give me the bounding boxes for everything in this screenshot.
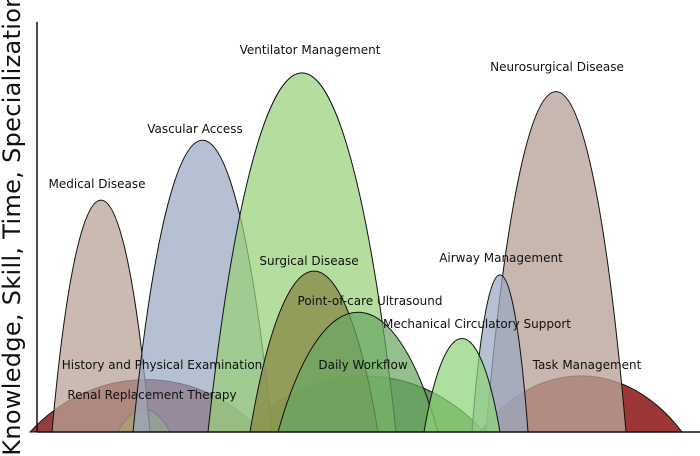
label-neurosurgical-disease: Neurosurgical Disease <box>490 60 624 74</box>
label-history-and-physical-examination: History and Physical Examination <box>62 358 263 372</box>
label-daily-workflow: Daily Workflow <box>318 358 407 372</box>
label-surgical-disease: Surgical Disease <box>259 254 358 268</box>
arc-neurosurgical-disease <box>485 91 627 433</box>
label-point-of-care-ultrasound: Point-of-care Ultrasound <box>298 294 443 308</box>
arc-point-of-care-ultrasound <box>277 312 439 433</box>
label-renal-replacement-therapy: Renal Replacement Therapy <box>67 388 236 402</box>
arcs-layer <box>28 72 684 433</box>
arc-mechanical-circulatory-support <box>423 338 501 433</box>
label-vascular-access: Vascular Access <box>147 122 243 136</box>
label-mechanical-circulatory-support: Mechanical Circulatory Support <box>383 317 571 331</box>
labels-layer: Daily Workflow Task Management History and… <box>49 43 642 402</box>
y-axis-label: Knowledge, Skill, Time, Specialization <box>0 0 26 456</box>
label-medical-disease: Medical Disease <box>49 177 146 191</box>
arc-medical-disease <box>51 199 151 433</box>
label-task-management: Task Management <box>532 358 642 372</box>
label-ventilator-management: Ventilator Management <box>240 43 381 57</box>
label-airway-management: Airway Management <box>439 251 563 265</box>
